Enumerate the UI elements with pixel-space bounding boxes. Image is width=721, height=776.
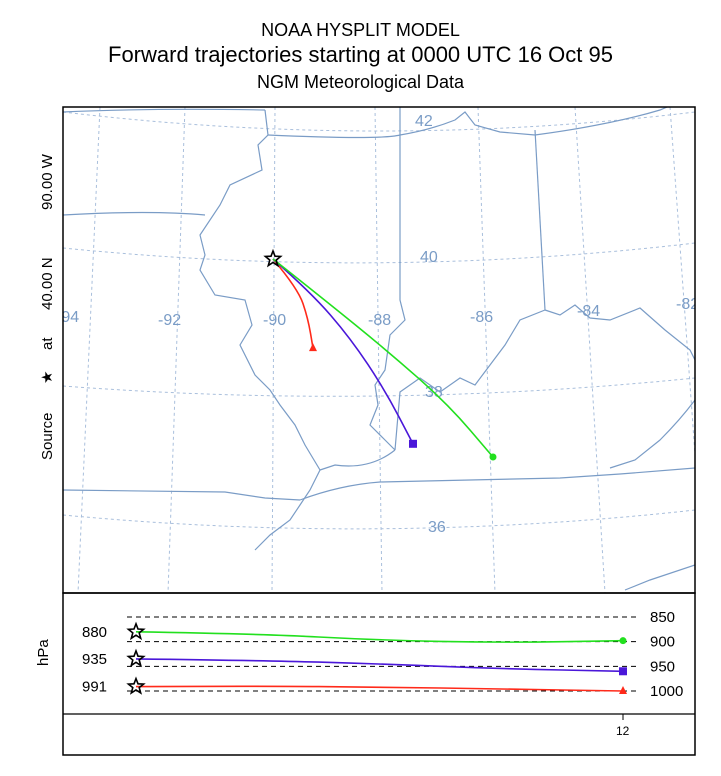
- vertical-trajectory-green: [135, 631, 624, 643]
- lon-line-88: [374, 107, 383, 593]
- boundary-ky-tn: [299, 467, 695, 501]
- trajectory-red: [272, 258, 314, 349]
- boundary-ky-wv: [609, 399, 695, 469]
- map-frame: [62, 106, 696, 594]
- vertical-start-star-icon: [126, 621, 146, 641]
- right-pressure-label: 1000: [650, 683, 683, 700]
- vertical-trajectory-red: [135, 685, 624, 692]
- map-labels: 42 40 38 36 -94 -92 -90 -88 -86 -84 -82: [56, 113, 699, 536]
- boundary-mi-oh: [534, 107, 669, 136]
- vertical-start-star-icon: [126, 676, 146, 695]
- river-mississippi: [199, 109, 321, 551]
- lon-line-94: [77, 107, 101, 593]
- boundary-ia-north: [63, 108, 266, 113]
- lon-label-92: -92: [158, 312, 181, 329]
- at-word: at: [39, 337, 56, 350]
- source-caption: Source ★ at 40.00 N 90.00 W: [39, 153, 56, 460]
- source-word: Source: [39, 412, 56, 460]
- title-line-1: NOAA HYSPLIT MODEL: [261, 20, 460, 40]
- lake-michigan-shore: [399, 111, 536, 136]
- boundary-il-wi: [267, 134, 401, 139]
- chart-title: Forward trajectories starting at 0000 UT…: [108, 42, 613, 67]
- vertical-end-marker-blue: [619, 667, 627, 676]
- left-pressure-label: 935: [82, 651, 107, 668]
- left-pressure-label: 880: [82, 624, 107, 641]
- state-boundaries: [63, 107, 695, 591]
- right-pressure-label: 900: [650, 634, 675, 651]
- lat-label-36: 36: [428, 519, 446, 536]
- end-marker-red: [309, 343, 317, 352]
- left-pressure-label: 991: [82, 679, 107, 696]
- map-panel: 42 40 38 36 -94 -92 -90 -88 -86 -84 -82: [56, 107, 699, 593]
- vertical-trajectories: 880 935 991: [82, 621, 627, 696]
- graticule: [63, 107, 695, 593]
- river-ohio-oh: [544, 304, 695, 361]
- lat-line-40: [63, 242, 695, 264]
- boundary-mo-ar: [63, 489, 301, 501]
- vertical-frame: [62, 592, 696, 756]
- lon-line-86: [477, 107, 496, 593]
- lon-line-90: [271, 107, 276, 593]
- x-tick-label: 12: [616, 724, 630, 738]
- y-axis-label: hPa: [35, 639, 52, 666]
- right-pressure-label: 850: [650, 609, 675, 626]
- vertical-start-star-icon: [126, 648, 146, 668]
- map-trajectories: [263, 248, 497, 461]
- lat-line-36: [63, 509, 695, 530]
- river-ohio-il: [319, 449, 396, 471]
- lat-label-42: 42: [415, 113, 433, 130]
- vertical-end-marker-green: [619, 637, 627, 645]
- source-star-icon: [263, 248, 283, 268]
- lon-label-82: -82: [676, 296, 699, 313]
- lon-line-82: [669, 107, 695, 462]
- pressure-reference-lines: 850 900 950 1000: [127, 609, 683, 700]
- lon-line-84: [574, 107, 606, 593]
- lon-label-90: -90: [263, 312, 286, 329]
- boundary-tn-nc: [624, 564, 695, 591]
- lon-label-88: -88: [368, 312, 391, 329]
- vertical-panel: 12 hPa 850 900 950 1000 880 935 991: [35, 592, 696, 756]
- lon-label-86: -86: [470, 309, 493, 326]
- lon-label-84: -84: [577, 303, 600, 320]
- lon-line-92: [167, 107, 186, 593]
- source-star-icon: ★: [39, 371, 56, 384]
- river-ohio-in: [394, 309, 546, 451]
- title-line-3: NGM Meteorological Data: [256, 72, 465, 92]
- trajectory-green: [272, 258, 494, 458]
- lat-line-42: [63, 111, 695, 132]
- vertical-end-marker-red: [619, 686, 627, 694]
- vertical-trajectory-blue: [135, 658, 624, 673]
- lat-label-40: 40: [420, 249, 438, 266]
- boundary-in-oh: [534, 129, 546, 311]
- end-marker-blue: [409, 439, 417, 448]
- boundary-ia-mo: [63, 211, 206, 216]
- boundary-il-in: [369, 107, 406, 451]
- end-marker-green: [489, 453, 497, 461]
- lon-label-94: -94: [56, 309, 79, 326]
- source-lon: 90.00 W: [39, 153, 56, 210]
- source-lat: 40.00 N: [39, 257, 56, 310]
- trajectory-blue: [272, 258, 414, 445]
- right-pressure-label: 950: [650, 658, 675, 675]
